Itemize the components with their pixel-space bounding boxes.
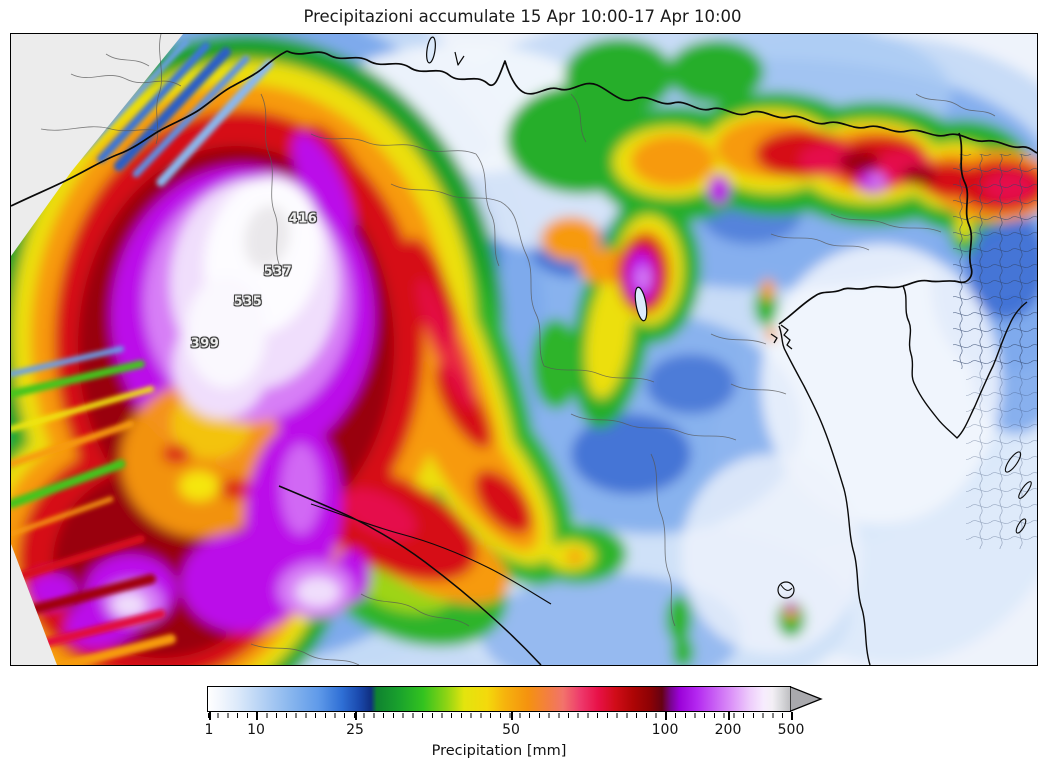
colorbar: 1 10 25 50 100 200 500 Precipitation [mm] bbox=[204, 686, 832, 771]
admin-borders bbox=[40, 34, 996, 665]
colorbar-axis-label: Precipitation [mm] bbox=[431, 743, 567, 759]
colorbar-major-tick bbox=[355, 712, 357, 720]
colorbar-tick-label: 25 bbox=[346, 722, 364, 738]
map-value-label: 399 bbox=[190, 336, 220, 352]
figure-title: Precipitazioni accumulate 15 Apr 10:00-1… bbox=[303, 7, 742, 26]
colorbar-major-tick bbox=[256, 712, 258, 720]
colorbar-tick-label: 1 bbox=[204, 722, 214, 738]
radar-streaks bbox=[11, 39, 274, 665]
national-borders bbox=[11, 36, 1037, 665]
no-data-wedge-top-left bbox=[11, 34, 183, 256]
map-value-label: 535 bbox=[233, 294, 263, 310]
colorbar-major-tick bbox=[728, 712, 730, 720]
colorbar-major-tick bbox=[665, 712, 667, 720]
precipitation-blobs bbox=[11, 34, 1037, 665]
no-data-wedge-bottom-left bbox=[11, 544, 57, 665]
colorbar-tick-label: 10 bbox=[247, 722, 265, 738]
colorbar-tick-label: 50 bbox=[502, 722, 520, 738]
map-value-label: 537 bbox=[263, 264, 293, 280]
colorbar-major-tick bbox=[511, 712, 513, 720]
colorbar-major-tick bbox=[791, 712, 793, 720]
colorbar-minor-ticks bbox=[208, 713, 791, 718]
map-canvas: 416 537 535 399 bbox=[10, 33, 1038, 666]
map-value-label: 416 bbox=[288, 211, 318, 227]
precipitation-field-map bbox=[11, 34, 1037, 665]
colorbar-tick-label: 200 bbox=[714, 722, 742, 738]
colorbar-gradient-bar bbox=[207, 686, 791, 712]
colorbar-tick-label: 100 bbox=[651, 722, 679, 738]
colorbar-tick-label: 500 bbox=[777, 722, 805, 738]
colorbar-major-tick bbox=[209, 712, 211, 720]
colorbar-overflow-arrow bbox=[790, 686, 823, 712]
